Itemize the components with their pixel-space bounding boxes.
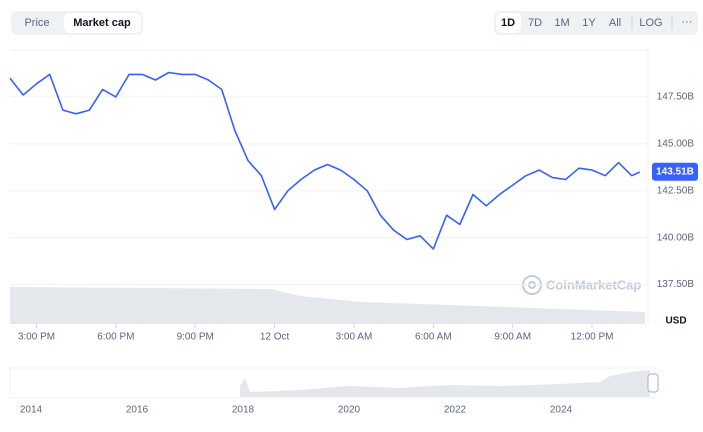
y-tick-label: 140.00B [657, 232, 695, 243]
x-tick-label: 9:00 AM [494, 332, 531, 343]
volume-area [10, 287, 645, 324]
current-price-label: 143.51B [656, 166, 694, 177]
x-tick-label: 9:00 PM [177, 332, 214, 343]
x-tick-label: 3:00 AM [336, 332, 373, 343]
current-price-badge [652, 162, 698, 181]
range-button[interactable]: LOG [639, 17, 662, 29]
tab-active [64, 13, 141, 33]
year-label: 2016 [126, 405, 149, 416]
navigator-area [240, 370, 650, 397]
y-tick-label: 137.50B [657, 279, 695, 290]
range-group [494, 11, 698, 35]
more-button[interactable]: ··· [682, 16, 693, 28]
tab[interactable]: Market cap [73, 17, 131, 29]
range-button[interactable]: 1D [501, 17, 515, 29]
y-tick-label: 142.50B [657, 185, 695, 196]
range-button[interactable]: 1Y [582, 17, 596, 29]
year-label: 2014 [20, 405, 43, 416]
range-button[interactable]: All [609, 17, 621, 29]
y-tick-label: 145.00B [657, 138, 695, 149]
year-label: 2020 [338, 405, 361, 416]
x-tick-label: 6:00 PM [97, 332, 134, 343]
navigator-handle[interactable] [647, 373, 659, 393]
currency: USD [665, 316, 686, 327]
x-tick-label: 6:00 AM [415, 332, 452, 343]
range-active [496, 13, 521, 33]
range-button[interactable]: 1M [554, 17, 569, 29]
tab[interactable]: Price [24, 17, 49, 29]
year-label: 2018 [232, 405, 255, 416]
x-tick-label: 12:00 PM [571, 332, 614, 343]
price-line [9, 71, 641, 250]
range-button[interactable]: 7D [528, 17, 542, 29]
x-tick-label: 3:00 PM [18, 332, 55, 343]
year-label: 2022 [444, 405, 467, 416]
year-label: 2024 [550, 405, 573, 416]
y-tick-label: 147.50B [657, 92, 695, 103]
x-tick-label: 12 Oct [260, 332, 290, 343]
